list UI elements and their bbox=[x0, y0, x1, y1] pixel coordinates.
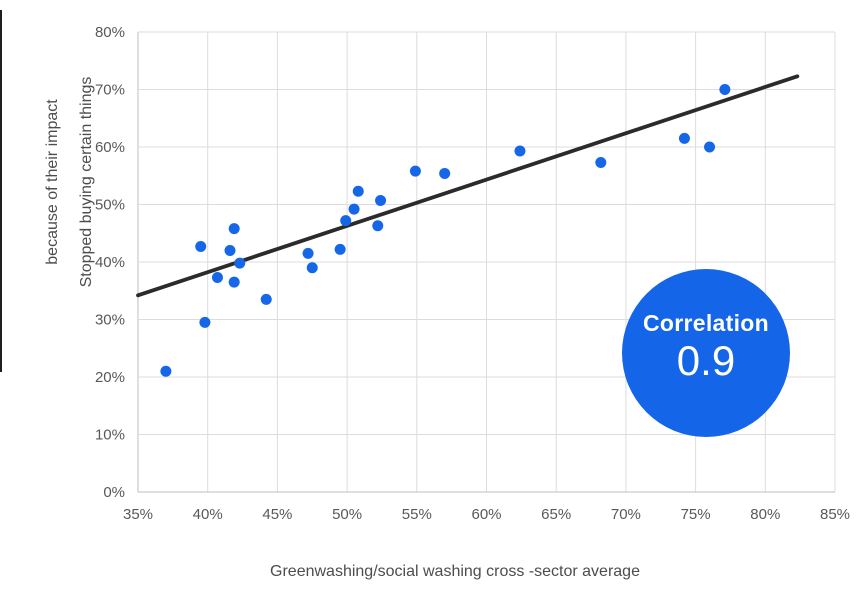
data-point bbox=[228, 276, 240, 288]
data-point bbox=[234, 257, 246, 269]
correlation-badge-text: Correlation 0.9 bbox=[643, 309, 769, 383]
data-point bbox=[306, 262, 318, 274]
data-point bbox=[704, 141, 716, 153]
data-point bbox=[199, 316, 211, 328]
trendline bbox=[136, 74, 800, 298]
y-axis-title-line1: Stopped buying certain things bbox=[78, 76, 95, 288]
x-axis-title: Greenwashing/social washing cross -secto… bbox=[270, 563, 640, 580]
data-point bbox=[334, 243, 346, 255]
y-tick-label: 10% bbox=[95, 427, 125, 444]
x-tick-label: 85% bbox=[820, 506, 850, 523]
data-point bbox=[228, 223, 240, 235]
data-point bbox=[678, 132, 690, 144]
x-tick-label: 50% bbox=[332, 506, 362, 523]
x-tick-label: 75% bbox=[681, 506, 711, 523]
x-tick-label: 80% bbox=[750, 506, 780, 523]
correlation-label: Correlation bbox=[643, 310, 769, 336]
correlation-badge: Correlation 0.9 bbox=[622, 269, 790, 437]
y-tick-label: 60% bbox=[95, 139, 125, 156]
y-tick-label: 40% bbox=[95, 254, 125, 271]
data-point bbox=[409, 165, 421, 177]
data-point bbox=[302, 247, 314, 259]
y-tick-label: 0% bbox=[103, 484, 125, 501]
y-tick-label: 80% bbox=[95, 24, 125, 41]
data-point bbox=[375, 194, 387, 206]
data-point bbox=[195, 240, 207, 252]
y-tick-label: 70% bbox=[95, 82, 125, 99]
x-tick-label: 40% bbox=[193, 506, 223, 523]
x-tick-label: 70% bbox=[611, 506, 641, 523]
data-point bbox=[352, 185, 364, 197]
x-tick-label: 65% bbox=[541, 506, 571, 523]
x-tick-label: 55% bbox=[402, 506, 432, 523]
y-tick-label: 50% bbox=[95, 197, 125, 214]
data-point bbox=[372, 220, 384, 232]
data-point bbox=[719, 84, 731, 95]
data-point bbox=[348, 203, 360, 215]
x-tick-label: 45% bbox=[262, 506, 292, 523]
y-tick-label: 30% bbox=[95, 312, 125, 329]
data-point bbox=[260, 293, 272, 305]
screen-edge-artifact bbox=[0, 10, 2, 372]
y-axis-title-line2: because of their impact bbox=[44, 99, 61, 265]
data-point bbox=[439, 167, 451, 179]
data-point bbox=[340, 215, 352, 227]
data-point bbox=[224, 245, 236, 256]
data-point bbox=[514, 145, 526, 157]
data-point bbox=[211, 272, 223, 284]
data-point bbox=[160, 365, 172, 377]
y-tick-label: 20% bbox=[95, 369, 125, 386]
x-tick-label: 35% bbox=[123, 506, 153, 523]
x-tick-label: 60% bbox=[471, 506, 501, 523]
data-point bbox=[595, 157, 607, 169]
y-axis-title: Stopped buying certain things because of… bbox=[36, 77, 104, 288]
correlation-value: 0.9 bbox=[676, 337, 736, 384]
